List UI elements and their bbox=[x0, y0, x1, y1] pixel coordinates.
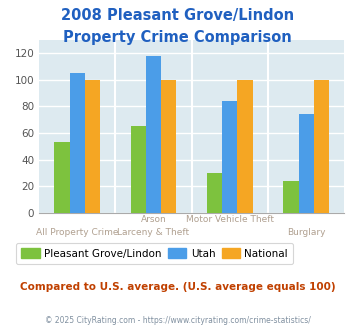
Text: Larceny & Theft: Larceny & Theft bbox=[118, 228, 190, 237]
Text: Compared to U.S. average. (U.S. average equals 100): Compared to U.S. average. (U.S. average … bbox=[20, 282, 335, 292]
Text: Burglary: Burglary bbox=[287, 228, 326, 237]
Bar bbox=[54, 142, 70, 213]
Bar bbox=[146, 55, 161, 213]
Text: Arson: Arson bbox=[141, 215, 166, 224]
Text: © 2025 CityRating.com - https://www.cityrating.com/crime-statistics/: © 2025 CityRating.com - https://www.city… bbox=[45, 316, 310, 325]
Bar bbox=[299, 114, 314, 213]
Bar bbox=[131, 126, 146, 213]
Text: Motor Vehicle Theft: Motor Vehicle Theft bbox=[186, 215, 274, 224]
Bar bbox=[161, 80, 176, 213]
Text: All Property Crime: All Property Crime bbox=[36, 228, 119, 237]
Bar bbox=[222, 101, 237, 213]
Bar bbox=[85, 80, 100, 213]
Bar bbox=[283, 181, 299, 213]
Bar bbox=[314, 80, 329, 213]
Bar bbox=[70, 73, 85, 213]
Bar bbox=[237, 80, 253, 213]
Text: Property Crime Comparison: Property Crime Comparison bbox=[63, 30, 292, 45]
Legend: Pleasant Grove/Lindon, Utah, National: Pleasant Grove/Lindon, Utah, National bbox=[16, 243, 293, 264]
Bar bbox=[207, 173, 222, 213]
Text: 2008 Pleasant Grove/Lindon: 2008 Pleasant Grove/Lindon bbox=[61, 8, 294, 23]
